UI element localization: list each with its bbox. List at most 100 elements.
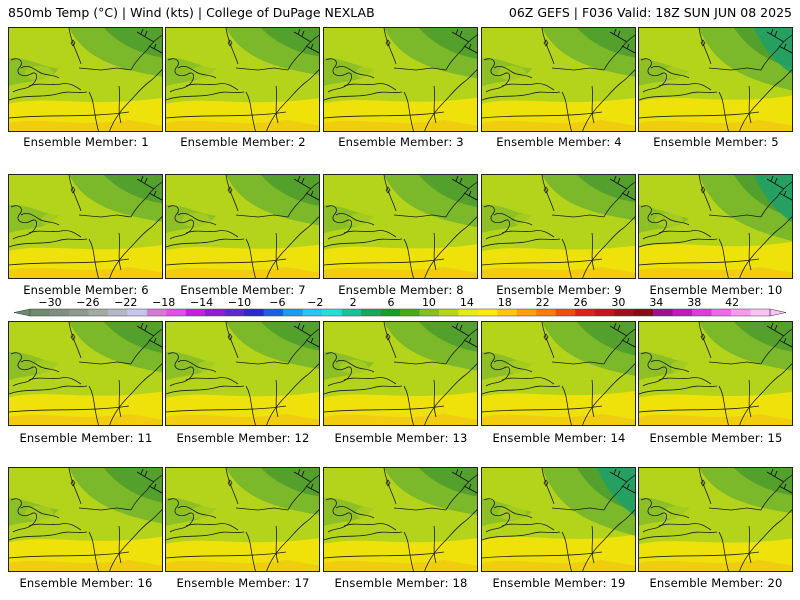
ensemble-member-label: Ensemble Member: 7 xyxy=(180,283,306,297)
colorbar-swatch xyxy=(653,309,673,316)
ensemble-member-label: Ensemble Member: 15 xyxy=(649,431,783,445)
ensemble-member-label: Ensemble Member: 11 xyxy=(19,431,153,445)
colorbar-swatch xyxy=(185,309,206,316)
ensemble-member-label: Ensemble Member: 5 xyxy=(653,135,779,149)
colorbar-tick-label: 34 xyxy=(649,296,663,309)
colorbar-tick-label: −14 xyxy=(190,296,213,309)
ensemble-member-label: Ensemble Member: 16 xyxy=(19,576,153,590)
colorbar-tick-label: −26 xyxy=(76,296,99,309)
colorbar-swatch xyxy=(438,309,459,316)
ensemble-member-label: Ensemble Member: 2 xyxy=(180,135,306,149)
colorbar-swatch xyxy=(88,309,109,316)
model-run-valid-time: 06Z GEFS | F036 Valid: 18Z SUN JUN 08 20… xyxy=(508,5,792,20)
ensemble-map-panel xyxy=(481,467,636,572)
colorbar-swatch xyxy=(322,309,342,316)
ensemble-map-panel xyxy=(481,174,636,279)
ensemble-member-label: Ensemble Member: 9 xyxy=(496,283,622,297)
colorbar-swatch xyxy=(361,309,381,316)
ensemble-member-label: Ensemble Member: 10 xyxy=(649,283,783,297)
ensemble-map-panel xyxy=(481,27,636,132)
colorbar-tick-label: 38 xyxy=(687,296,701,309)
ensemble-map-panel xyxy=(165,321,320,426)
colorbar-tick-label: 14 xyxy=(460,296,474,309)
colorbar-swatch xyxy=(166,309,187,316)
colorbar-swatch xyxy=(731,309,751,316)
colorbar-tick-label: 18 xyxy=(498,296,512,309)
ensemble-map-panel xyxy=(638,27,793,132)
ensemble-member-label: Ensemble Member: 13 xyxy=(334,431,468,445)
colorbar-swatch xyxy=(341,309,362,316)
ensemble-member-label: Ensemble Member: 8 xyxy=(338,283,464,297)
ensemble-map-panel xyxy=(638,174,793,279)
colorbar-swatch xyxy=(380,309,401,316)
colorbar-swatch xyxy=(127,309,148,316)
colorbar-swatch xyxy=(672,309,693,316)
colorbar-right-arrow xyxy=(769,308,787,317)
ensemble-member-label: Ensemble Member: 6 xyxy=(23,283,149,297)
colorbar-swatch xyxy=(400,309,420,316)
colorbar-tick-label: 42 xyxy=(725,296,739,309)
colorbar-swatch xyxy=(224,309,245,316)
colorbar-swatch xyxy=(750,309,771,316)
ensemble-map-panel xyxy=(8,174,163,279)
colorbar-swatch xyxy=(49,309,70,316)
ensemble-member-label: Ensemble Member: 3 xyxy=(338,135,464,149)
colorbar-tick-label: 2 xyxy=(350,296,357,309)
colorbar-tick-label: 26 xyxy=(574,296,588,309)
temperature-colorbar: −30 −26 −22 −18 −14 −10 −6 −2 2 6 10 14 18 22 26 30 34 38… xyxy=(13,296,787,317)
colorbar-tick-label: 6 xyxy=(388,296,395,309)
ensemble-map-panel xyxy=(323,174,478,279)
colorbar-swatch xyxy=(692,309,712,316)
colorbar-tick-label: −18 xyxy=(152,296,175,309)
ensemble-member-label: Ensemble Member: 19 xyxy=(492,576,626,590)
colorbar-swatch xyxy=(263,309,284,316)
colorbar-swatch xyxy=(205,309,226,316)
colorbar-tick-label: −6 xyxy=(269,296,285,309)
colorbar-swatch xyxy=(146,309,167,316)
ensemble-member-label: Ensemble Member: 14 xyxy=(492,431,626,445)
colorbar-swatch xyxy=(516,309,537,316)
ensemble-map-panel xyxy=(8,467,163,572)
colorbar-swatch xyxy=(497,309,518,316)
colorbar-tick-label: −10 xyxy=(228,296,251,309)
ensemble-map-panel xyxy=(323,27,478,132)
colorbar-left-arrow xyxy=(13,308,31,317)
colorbar-tick-label: 30 xyxy=(611,296,625,309)
colorbar-swatch xyxy=(458,309,479,316)
ensemble-map-panel xyxy=(165,27,320,132)
ensemble-member-label: Ensemble Member: 17 xyxy=(176,576,310,590)
colorbar-tick-label: −30 xyxy=(38,296,61,309)
ensemble-member-label: Ensemble Member: 18 xyxy=(334,576,468,590)
colorbar-swatch xyxy=(302,309,323,316)
ensemble-member-label: Ensemble Member: 1 xyxy=(23,135,149,149)
colorbar-swatch xyxy=(594,309,615,316)
ensemble-map-panel xyxy=(638,321,793,426)
colorbar-swatch xyxy=(244,309,264,316)
ensemble-member-label: Ensemble Member: 20 xyxy=(649,576,783,590)
ensemble-map-panel xyxy=(323,467,478,572)
colorbar-tick-label: −2 xyxy=(307,296,323,309)
ensemble-map-panel xyxy=(165,174,320,279)
ensemble-map-panel xyxy=(323,321,478,426)
colorbar-swatch xyxy=(419,309,440,316)
colorbar-swatch xyxy=(30,309,50,316)
colorbar-swatch xyxy=(68,309,89,316)
ensemble-map-panel xyxy=(165,467,320,572)
colorbar-tick-label: 22 xyxy=(536,296,550,309)
ensemble-member-label: Ensemble Member: 12 xyxy=(176,431,310,445)
colorbar-tick-label: 10 xyxy=(422,296,436,309)
colorbar-tick-label: −22 xyxy=(114,296,137,309)
ensemble-member-label: Ensemble Member: 4 xyxy=(496,135,622,149)
colorbar-swatch xyxy=(633,309,654,316)
ensemble-map-panel xyxy=(638,467,793,572)
ensemble-map-panel xyxy=(481,321,636,426)
colorbar-swatch xyxy=(107,309,128,316)
colorbar-swatch xyxy=(614,309,634,316)
colorbar-swatch xyxy=(477,309,498,316)
colorbar-swatch xyxy=(555,309,576,316)
colorbar-swatch xyxy=(283,309,303,316)
colorbar-swatch xyxy=(536,309,557,316)
colorbar-swatch xyxy=(575,309,596,316)
ensemble-map-panel xyxy=(8,27,163,132)
colorbar-swatch xyxy=(711,309,732,316)
